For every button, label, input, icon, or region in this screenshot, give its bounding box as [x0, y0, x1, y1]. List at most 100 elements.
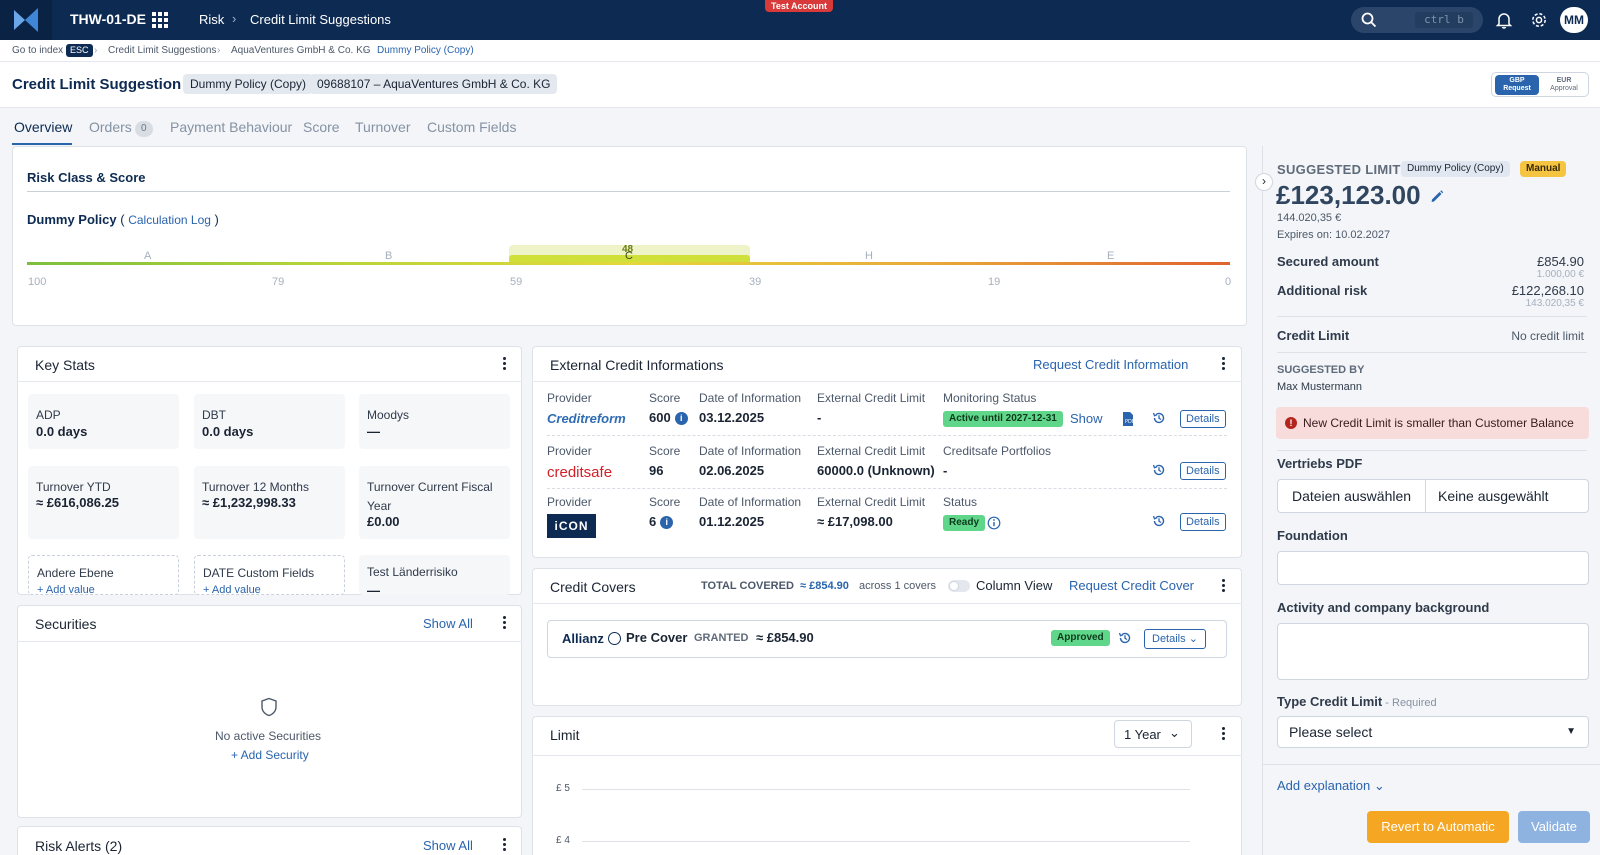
gear-icon[interactable] [1530, 11, 1548, 29]
scale-tick: 19 [988, 276, 1001, 288]
nav-risk[interactable]: Risk [199, 12, 225, 27]
tab-score[interactable]: Score [303, 119, 340, 135]
details-button[interactable]: Details [1180, 410, 1226, 428]
score-value: 96 [649, 463, 664, 478]
risk-class-card [12, 146, 1247, 326]
apps-grid-icon[interactable] [152, 12, 168, 28]
stat-tile-turnover-ytd: Turnover YTD ≈ £616,086.25 [28, 466, 179, 539]
column-view-label[interactable]: Column View [976, 578, 1053, 593]
tab-overview[interactable]: Overview [14, 119, 73, 135]
cover-details-dropdown[interactable]: Details ⌄ [1144, 629, 1206, 649]
limit-value: - [817, 410, 822, 425]
chevron-down-icon: ⌄ [1188, 633, 1198, 645]
stat-tile-adp: ADP 0.0 days [28, 394, 179, 449]
securities-card [17, 605, 522, 818]
collapse-panel-button[interactable]: › [1255, 173, 1273, 191]
history-icon[interactable] [1152, 411, 1166, 425]
more-menu-icon[interactable] [1222, 727, 1226, 741]
grid-line [582, 789, 1190, 790]
add-value-link[interactable]: + Add value [203, 584, 261, 596]
column-view-toggle[interactable] [948, 580, 970, 592]
logo-icon[interactable] [0, 0, 52, 40]
more-menu-icon[interactable] [503, 357, 507, 371]
foundation-input[interactable] [1277, 551, 1589, 585]
range-select[interactable]: 1 Year ⌄ [1114, 720, 1192, 748]
info-icon[interactable]: i [674, 412, 688, 425]
nav-credit-limit-suggestions[interactable]: Credit Limit Suggestions [250, 12, 391, 27]
history-icon[interactable] [1118, 631, 1132, 645]
limit-label: External Credit Limit [817, 495, 926, 509]
score-label: Score [649, 495, 681, 509]
tab-turnover[interactable]: Turnover [355, 119, 411, 135]
add-security-link[interactable]: + Add Security [231, 748, 309, 762]
breadcrumb-current: Dummy Policy (Copy) [377, 45, 474, 56]
type-credit-limit-select[interactable]: Please select ▼ [1277, 716, 1589, 748]
pdf-file-icon[interactable]: PDF [1121, 411, 1135, 427]
currency-option-eur[interactable]: EUR Approval [1550, 77, 1578, 92]
date-value: 03.12.2025 [699, 410, 765, 425]
risk-alerts-show-all[interactable]: Show All [423, 838, 473, 853]
scale-tick: 79 [272, 276, 285, 288]
suggested-by-name: Max Mustermann [1277, 381, 1362, 393]
more-menu-icon[interactable] [503, 838, 507, 852]
more-menu-icon[interactable] [503, 616, 507, 630]
band-label: B [385, 250, 393, 262]
total-covered-value: ≈ £854.90 [800, 580, 849, 592]
breadcrumb-item[interactable]: AquaVentures GmbH & Co. KG [231, 45, 371, 56]
go-to-index-link[interactable]: Go to index [12, 45, 64, 56]
tab-orders[interactable]: Orders 0 [89, 119, 153, 137]
icon-provider-logo: iCON [547, 514, 596, 538]
cover-granted-label: GRANTED [694, 632, 749, 644]
activity-textarea[interactable] [1277, 623, 1589, 680]
breadcrumb-item[interactable]: Credit Limit Suggestions [108, 45, 217, 56]
validate-button[interactable]: Validate [1518, 811, 1590, 843]
search-box[interactable]: ctrl b [1351, 7, 1483, 33]
info-icon[interactable]: i [660, 516, 674, 529]
bell-icon[interactable] [1495, 11, 1513, 29]
shield-icon [261, 697, 277, 717]
history-icon[interactable] [1152, 463, 1166, 477]
details-button[interactable]: Details [1180, 462, 1226, 480]
active-tab-indicator [12, 143, 72, 145]
divider [1263, 764, 1600, 765]
details-button[interactable]: Details [1180, 513, 1226, 531]
provider-label: Provider [547, 444, 592, 458]
provider-label: Provider [547, 391, 592, 405]
more-menu-icon[interactable] [1222, 579, 1226, 593]
y-axis-tick: £ 5 [556, 783, 570, 794]
chevron-right-icon: › [94, 45, 98, 56]
limit-label: External Credit Limit [817, 391, 926, 405]
type-credit-limit-label: Type Credit Limit - Required [1277, 694, 1437, 709]
file-upload-field[interactable]: Dateien auswählen Keine ausgewählt [1277, 479, 1589, 513]
currency-option-gbp[interactable]: GBP Request [1495, 75, 1539, 95]
show-link[interactable]: Show [1070, 411, 1103, 426]
calculation-log-link[interactable]: Calculation Log [128, 213, 211, 227]
status-label: Monitoring Status [943, 391, 1037, 405]
add-explanation-toggle[interactable]: Add explanation ⌄ [1277, 778, 1385, 793]
edit-pencil-icon[interactable] [1429, 188, 1445, 204]
more-menu-icon[interactable] [1222, 357, 1226, 371]
limit-chart-title: Limit [550, 727, 580, 743]
suggested-amount-eur: 144.020,35 € [1277, 212, 1342, 224]
avatar[interactable]: MM [1560, 7, 1588, 33]
tab-payment-behaviour[interactable]: Payment Behaviour [170, 119, 293, 135]
risk-alerts-card [17, 826, 522, 855]
securities-show-all[interactable]: Show All [423, 616, 473, 631]
score-label: Score [649, 391, 681, 405]
request-credit-information-link[interactable]: Request Credit Information [1033, 357, 1189, 372]
add-value-link[interactable]: + Add value [37, 584, 95, 596]
divider [17, 641, 522, 642]
request-credit-cover-link[interactable]: Request Credit Cover [1069, 578, 1194, 593]
info-outline-icon[interactable] [987, 516, 1001, 530]
divider [532, 603, 1242, 604]
tenant-name[interactable]: THW-01-DE [70, 11, 146, 27]
currency-toggle[interactable]: GBP Request EUR Approval [1491, 72, 1589, 97]
band-label-active: C [625, 250, 633, 262]
revert-to-automatic-button[interactable]: Revert to Automatic [1367, 811, 1509, 843]
tab-custom-fields[interactable]: Custom Fields [427, 119, 517, 135]
chevron-down-icon: ⌄ [1373, 778, 1385, 793]
customer-chip[interactable]: 09688107 – AquaVentures GmbH & Co. KG [310, 74, 558, 94]
history-icon[interactable] [1152, 514, 1166, 528]
choose-files-button[interactable]: Dateien auswählen [1278, 480, 1426, 512]
divider [532, 755, 1242, 756]
